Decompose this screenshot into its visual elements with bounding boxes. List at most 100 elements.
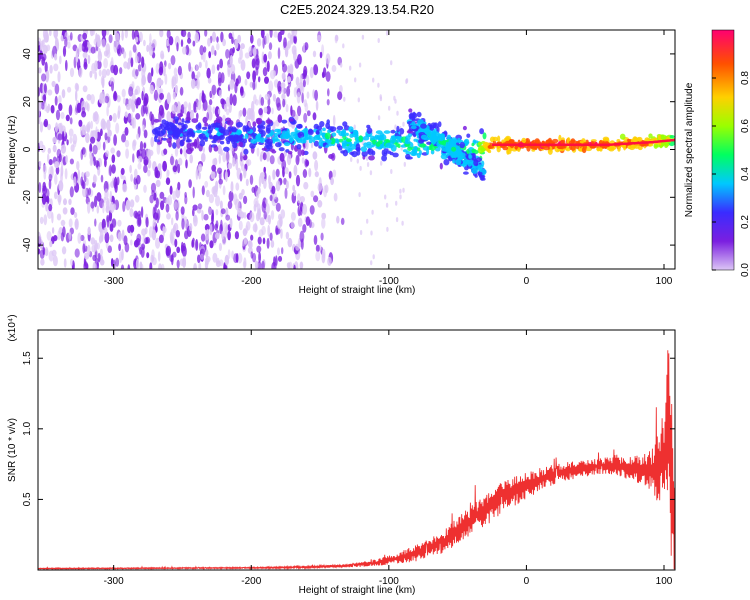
spectrogram-cell: [241, 189, 245, 196]
spectrogram-cell: [207, 37, 211, 47]
spectrogram-cell: [385, 30, 389, 36]
spectrogram-cell: [74, 218, 79, 230]
spectrogram-cell: [53, 235, 58, 242]
spectrogram-cell: [280, 209, 286, 219]
spectrogram-cell: [227, 249, 231, 260]
spectrogram-cell: [249, 81, 254, 88]
spectrogram-cell: [142, 234, 146, 245]
spectrogram-ridge-cell: [231, 126, 237, 133]
spectrogram-cell: [183, 101, 188, 109]
spectrogram-cell: [261, 260, 265, 269]
spectrogram-cell: [273, 31, 278, 38]
spectrogram-cell: [165, 203, 170, 213]
spectrogram-cell: [255, 200, 258, 207]
spectrogram-cell: [67, 86, 72, 93]
spectrogram-cell: [55, 122, 59, 133]
spectrogram-cell: [57, 133, 63, 141]
spectrogram-cell: [180, 39, 184, 47]
spectrogram-branch-cell: [479, 175, 485, 181]
spectrogram-cell: [54, 173, 58, 185]
spectrogram-cell: [218, 154, 221, 164]
spectrogram-cell: [156, 143, 161, 155]
spectrogram-cell: [48, 159, 53, 166]
spectrogram-cell: [238, 220, 243, 231]
spectrogram-ridge-cell: [186, 135, 190, 143]
snr-marks: [38, 350, 675, 570]
spectrogram-ridge-cell: [172, 142, 177, 149]
spectrogram-cell: [263, 166, 267, 173]
spectrogram-cell: [402, 187, 405, 193]
spectrogram-cell: [122, 97, 127, 105]
spectrogram-branch-cell: [464, 159, 470, 165]
spectrogram-cell: [113, 30, 118, 35]
snr-y-axis-title: SNR (10 * v/v): [7, 418, 18, 482]
spectrogram-cell: [166, 30, 171, 39]
spectrogram-ridge-cell: [325, 139, 332, 144]
spectrogram-ridge-cell: [181, 118, 185, 123]
spectrogram-cell: [121, 133, 126, 143]
spectrogram-cell: [40, 258, 45, 266]
spectrogram-cell: [297, 147, 302, 157]
spectrogram-cell: [206, 67, 211, 79]
spectrogram-cell: [96, 205, 100, 214]
spectrogram-cell: [242, 238, 246, 247]
spectrogram-branch-cell: [408, 108, 413, 113]
spectrogram-cell: [243, 169, 247, 179]
spectrogram-branch-cell: [447, 155, 451, 161]
spectrogram-ridge-cell: [405, 156, 413, 160]
spectrogram-ridge-cell: [201, 126, 208, 130]
spectrogram-cell: [72, 140, 77, 148]
spectrogram-y-ticks: -40 -20 0 20 40: [22, 48, 675, 252]
spectrogram-x-ticks: -300 -200 -100 0 100: [104, 30, 673, 287]
spectrogram-cell: [214, 50, 217, 56]
spectrogram-cell: [56, 213, 62, 221]
spectrogram-cell: [98, 69, 102, 77]
spectrogram-ridge-cell: [236, 129, 242, 136]
spectrogram-cell: [188, 179, 192, 189]
spectrogram-cell: [52, 255, 58, 267]
spectrogram-cell: [195, 239, 199, 251]
spectrogram-cell: [272, 169, 276, 180]
spectrogram-ridge-cell: [298, 123, 302, 128]
spectrogram-ridge-cell: [360, 146, 368, 153]
spectrogram-cell: [315, 100, 319, 111]
spectrogram-cell: [218, 89, 222, 98]
spectrogram-cell: [372, 77, 375, 83]
spectrogram-cell: [401, 220, 404, 226]
spectrogram-cell: [229, 93, 233, 106]
spectrogram-cell: [188, 102, 192, 113]
spectrogram-cell: [131, 69, 135, 78]
spectrogram-cell: [284, 187, 288, 199]
spectrogram-cell: [333, 192, 338, 202]
spectrogram-cell: [191, 71, 195, 81]
spectrogram-cell: [116, 176, 120, 186]
spectrogram-branch-cell: [418, 138, 425, 144]
spectrogram-cell: [113, 40, 118, 53]
spectrogram-cell: [53, 63, 59, 72]
spectrogram-cell: [86, 41, 90, 48]
spectrogram-cell: [151, 67, 154, 77]
spectrogram-cell: [157, 251, 161, 262]
spectrogram-cell: [101, 30, 107, 38]
spectrogram-cell: [282, 98, 286, 108]
spectrogram-cell: [147, 72, 152, 84]
spectrogram-cell: [45, 106, 50, 114]
spectrogram-cell: [295, 243, 300, 251]
spectrogram-branch-cell: [411, 121, 416, 126]
spectrogram-branch-cell: [474, 174, 478, 178]
spectrogram-ridge-cell: [273, 138, 280, 142]
spectrogram-cell: [67, 41, 71, 49]
spectrogram-ridge-cell: [506, 149, 512, 155]
x-tick-label: 0: [524, 276, 530, 287]
spectrogram-cell: [262, 36, 265, 49]
spectrogram-cell: [119, 67, 123, 75]
spectrogram-cell: [69, 186, 74, 198]
spectrogram-cell: [43, 171, 47, 180]
spectrogram-ridge-cell: [216, 132, 221, 137]
spectrogram-ridge-cell: [181, 122, 185, 129]
spectrogram-cell: [110, 258, 114, 267]
spectrogram-cell: [109, 201, 115, 214]
spectrogram-cell: [260, 30, 265, 39]
spectrogram-cell: [265, 198, 268, 205]
spectrogram-ridge-cell: [411, 152, 419, 156]
